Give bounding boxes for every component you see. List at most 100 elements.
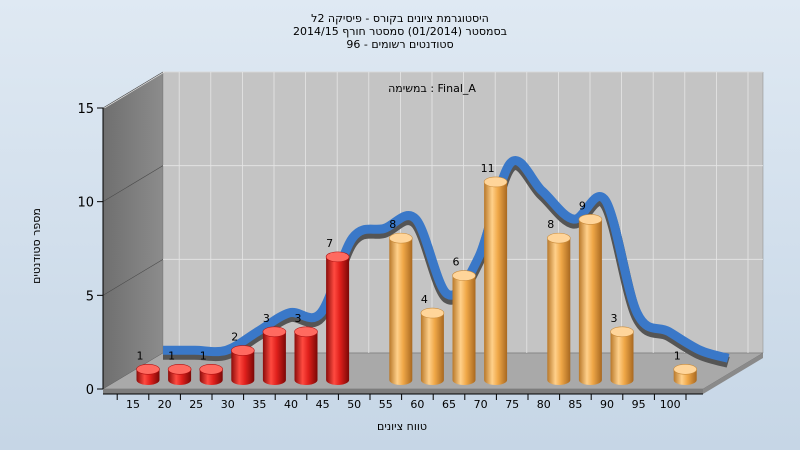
data-label: 3 [263,312,270,325]
x-tick-label: 75 [505,398,519,411]
y-tick-label: 15 [77,102,94,117]
floor-side-edge [703,353,763,394]
x-tick-label: 70 [474,398,488,411]
left-wall [102,71,164,390]
x-tick-label: 80 [537,398,551,411]
bar-body [294,331,318,385]
bar-body [326,256,350,385]
y-axis-label: מספר סטודנטים [30,208,43,284]
data-label: 3 [295,312,302,325]
bar-body [389,238,413,385]
data-label: 3 [611,312,618,325]
curve-front [163,156,730,363]
title-line-2: בסמסטר (01/2014) סמסטר חורף 2014/15 [293,25,507,38]
bar-body [484,181,508,385]
y-tick-label: 10 [77,196,94,211]
bar-top [231,345,255,356]
x-tick-label: 60 [410,398,424,411]
bar [673,363,698,385]
gridlines [102,71,763,353]
bar-top [452,270,476,281]
bar [136,363,160,385]
x-tick-label: 65 [442,398,456,411]
x-tick-label: 85 [568,398,582,411]
floor-front-edge [103,389,703,394]
bar [452,270,476,385]
bar [420,307,445,385]
y-tick-label: 5 [86,289,94,304]
bar-body [420,313,444,385]
x-tick-label: 95 [632,398,646,411]
bar [325,251,350,385]
bar-top [578,214,603,225]
bar-top [420,307,445,319]
bar-top [136,363,160,375]
bar [199,363,223,385]
bar [610,326,634,385]
bar-top [483,176,508,188]
bar [167,363,192,385]
x-tick-label: 55 [379,398,393,411]
x-tick-label: 20 [158,398,172,411]
data-label: 11 [481,162,495,175]
data-label: 1 [674,349,681,362]
bar [483,176,508,385]
bar-top [673,363,698,375]
smooth-curve [163,156,730,368]
bar [388,232,413,385]
data-label: 8 [389,218,396,231]
bar-top [294,326,318,338]
bar-body [610,331,634,385]
bar-body [231,350,255,385]
bar [231,345,255,385]
x-tick-label: 40 [284,398,298,411]
y-tick-label: 0 [86,383,94,398]
bar-top [167,363,192,375]
x-tick-label: 35 [252,398,266,411]
data-label: 1 [200,349,207,362]
bar-body [547,238,571,385]
bar-top [262,326,287,338]
data-label: 2 [231,331,238,344]
title-line-3: סטודנטים רשומים - 96 [346,38,453,51]
bar-top [325,251,350,263]
x-axis-label: טווח ציונים [377,420,427,433]
x-tick-label: 90 [600,398,614,411]
bar-body [452,275,476,385]
data-label: 1 [137,349,144,362]
chart-title: היסטוגרמת ציונים בקורס - פיסיקה 2ל בסמסט… [293,12,507,51]
bar [294,326,318,385]
x-tick-label: 30 [221,398,235,411]
bar [262,326,287,385]
y-axis: 0 5 10 15 [77,102,104,398]
bar [546,232,571,385]
bar-body [578,219,602,385]
data-label: 6 [453,256,460,269]
x-tick-label: 15 [126,398,140,411]
data-label: 9 [579,199,586,212]
chart-subtitle: במשימה : Final_A [388,82,476,95]
data-label: 1 [168,349,175,362]
bar-top [388,232,413,244]
bar-top [610,326,634,338]
data-label: 4 [421,293,428,306]
bar-top [546,232,571,244]
gridline-left [102,71,164,109]
bars [136,176,698,385]
title-line-1: היסטוגרמת ציונים בקורס - פיסיקה 2ל [311,12,489,25]
gridline-left [102,165,164,202]
x-tick-label: 100 [660,398,681,411]
bar [578,214,603,385]
data-label: 7 [326,237,333,250]
x-axis: 15 20 25 30 35 40 45 50 55 60 65 70 75 80 85 90 95 100 [103,393,703,411]
data-label: 8 [547,218,554,231]
x-tick-label: 45 [316,398,330,411]
bar-top [199,363,223,375]
x-tick-label: 25 [189,398,203,411]
x-tick-label: 50 [347,398,361,411]
gridline-left [102,259,164,296]
bar-body [262,331,286,385]
